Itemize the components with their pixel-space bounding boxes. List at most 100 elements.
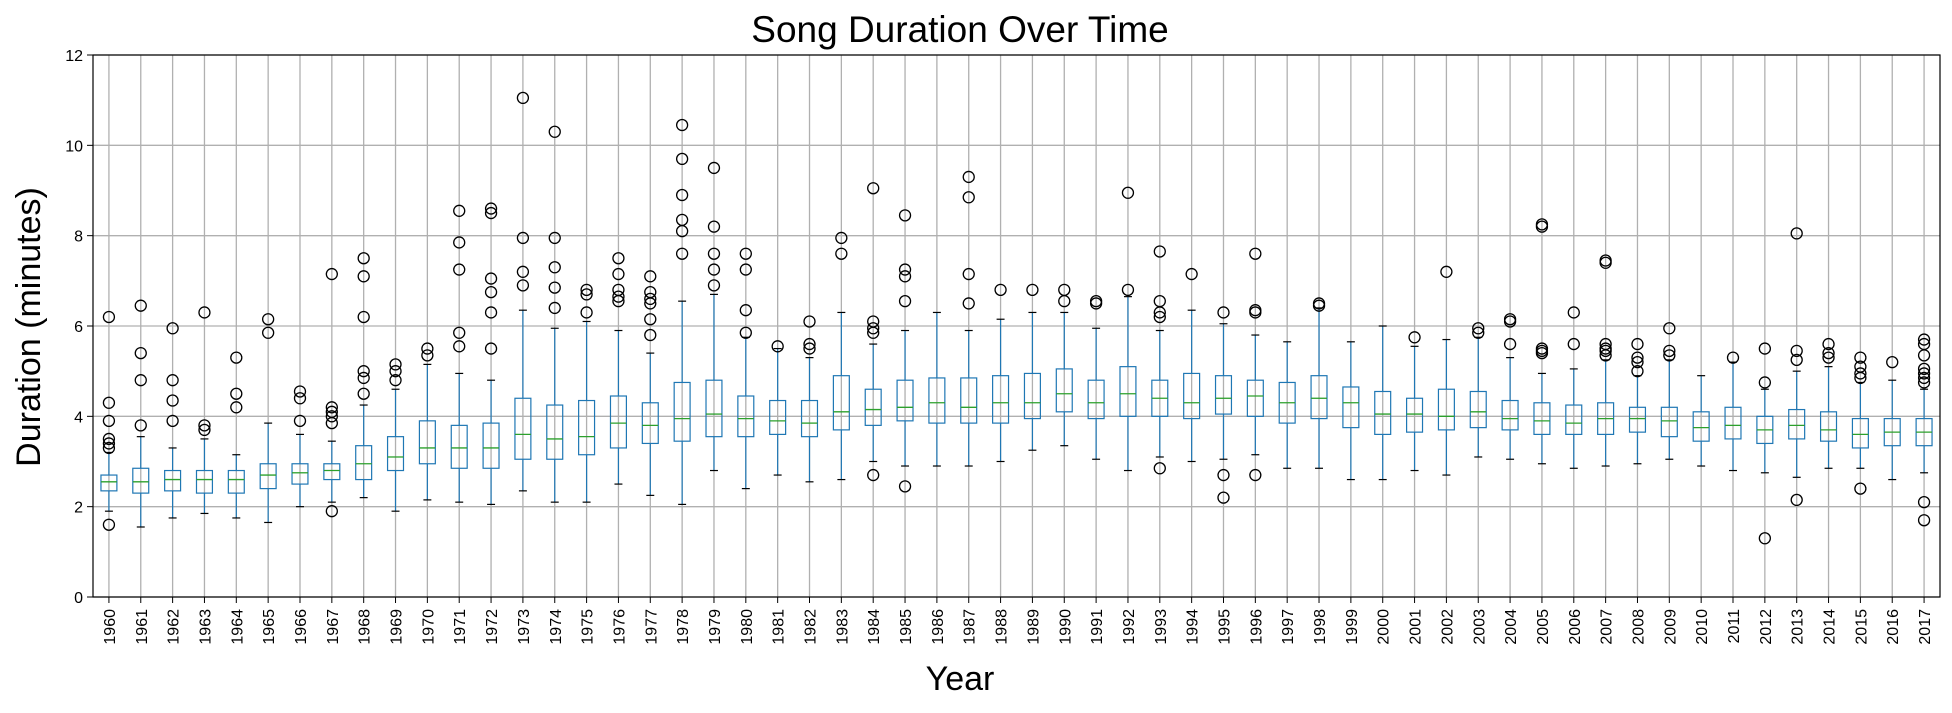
box-iqr [992,375,1010,424]
box-1979 [705,161,723,472]
outlier-point [1822,346,1835,360]
outlier-point [357,310,370,324]
x-tick-label: 1973 [516,609,533,645]
box-iqr [769,399,787,435]
outlier-point [261,313,275,326]
x-tick-label: 1984 [866,609,883,645]
outlier-point [453,340,466,353]
box-iqr [1469,390,1487,429]
box-iqr [132,467,150,494]
box-iqr [227,469,245,494]
x-tick-label: 1976 [611,609,628,645]
box-iqr [1310,375,1328,420]
box-1993 [1151,245,1169,475]
x-tick-label: 1990 [1057,609,1074,645]
x-tick-label: 1974 [548,609,565,645]
outlier-point [102,437,116,450]
outlier-point [835,231,848,245]
outlier-point [1058,283,1071,297]
x-tick-label: 1975 [580,609,597,645]
outlier-point [134,419,147,432]
outlier-point [1886,355,1899,369]
outlier-point [580,288,593,301]
x-tick-label: 2014 [1822,609,1839,645]
outlier-point [1631,337,1644,351]
y-tick-label: 4 [74,409,83,426]
box-1981 [769,340,787,476]
outlier-point [293,385,307,398]
outlier-point [484,206,498,220]
outlier-point [1917,514,1931,527]
box-1967 [323,267,341,518]
outlier-point [1440,265,1453,278]
outlier-point [230,401,243,414]
outlier-point [707,220,721,233]
box-iqr [1119,366,1137,417]
x-tick-label: 2001 [1408,609,1425,645]
x-tick-label: 1981 [771,609,788,645]
outlier-point [484,202,498,215]
outlier-point [867,468,880,482]
x-tick-label: 2010 [1694,609,1711,645]
outlier-point [675,188,689,202]
x-tick-label: 1964 [229,609,246,645]
outlier-point [261,326,275,339]
x-tick-label: 1983 [834,609,851,645]
outlier-point [134,374,147,387]
outlier-point [1472,322,1485,335]
box-iqr [1692,411,1710,442]
x-tick-label: 1995 [1216,609,1233,645]
box-2011 [1724,351,1742,472]
outlier-point [707,279,721,292]
box-1980 [737,247,755,490]
box-iqr [1246,379,1264,417]
box-iqr [896,379,914,422]
box-iqr [832,375,850,431]
box-iqr [1214,375,1233,415]
box-1982 [800,315,819,483]
outlier-point [675,213,689,227]
x-tick-label: 1971 [452,609,469,645]
outlier-point [1249,304,1262,317]
box-iqr [1087,379,1105,420]
box-iqr [960,377,978,424]
box-1976 [609,252,628,485]
x-tick-label: 2012 [1758,609,1775,645]
outlier-point [612,290,625,303]
box-iqr [578,399,596,456]
box-1966 [291,385,309,508]
outlier-point [357,252,370,265]
outlier-point [1121,283,1135,297]
outlier-point [1535,218,1549,231]
x-tick-label: 1966 [293,609,310,645]
box-iqr [673,381,691,442]
outlier-point [1822,337,1835,351]
outlier-point [516,279,530,292]
box-2014 [1819,337,1838,469]
outlier-point [102,310,116,324]
box-iqr [641,402,659,445]
outlier-point [1567,337,1580,351]
outlier-point [1503,337,1517,351]
outlier-point [1663,349,1676,362]
outlier-point [548,281,561,294]
box-1987 [960,170,978,467]
outlier-point [867,315,880,328]
y-tick-label: 6 [74,319,83,336]
box-2003 [1469,322,1487,458]
outlier-point [1726,351,1740,364]
box-iqr [514,397,532,460]
box-1988 [992,283,1010,463]
box-iqr [1501,399,1519,431]
x-axis: 1960 1961 1962 1963 1964 1965 1966 1967 1968 1969… [102,597,1934,645]
box-1974 [546,125,564,503]
box-2001 [1405,331,1424,472]
outlier-point [1790,344,1803,357]
outlier-point [1790,227,1803,240]
outlier-point [548,125,561,138]
outlier-point [134,346,147,360]
outlier-point [1153,295,1166,308]
box-iqr [164,469,182,492]
box-iqr [1055,368,1073,413]
